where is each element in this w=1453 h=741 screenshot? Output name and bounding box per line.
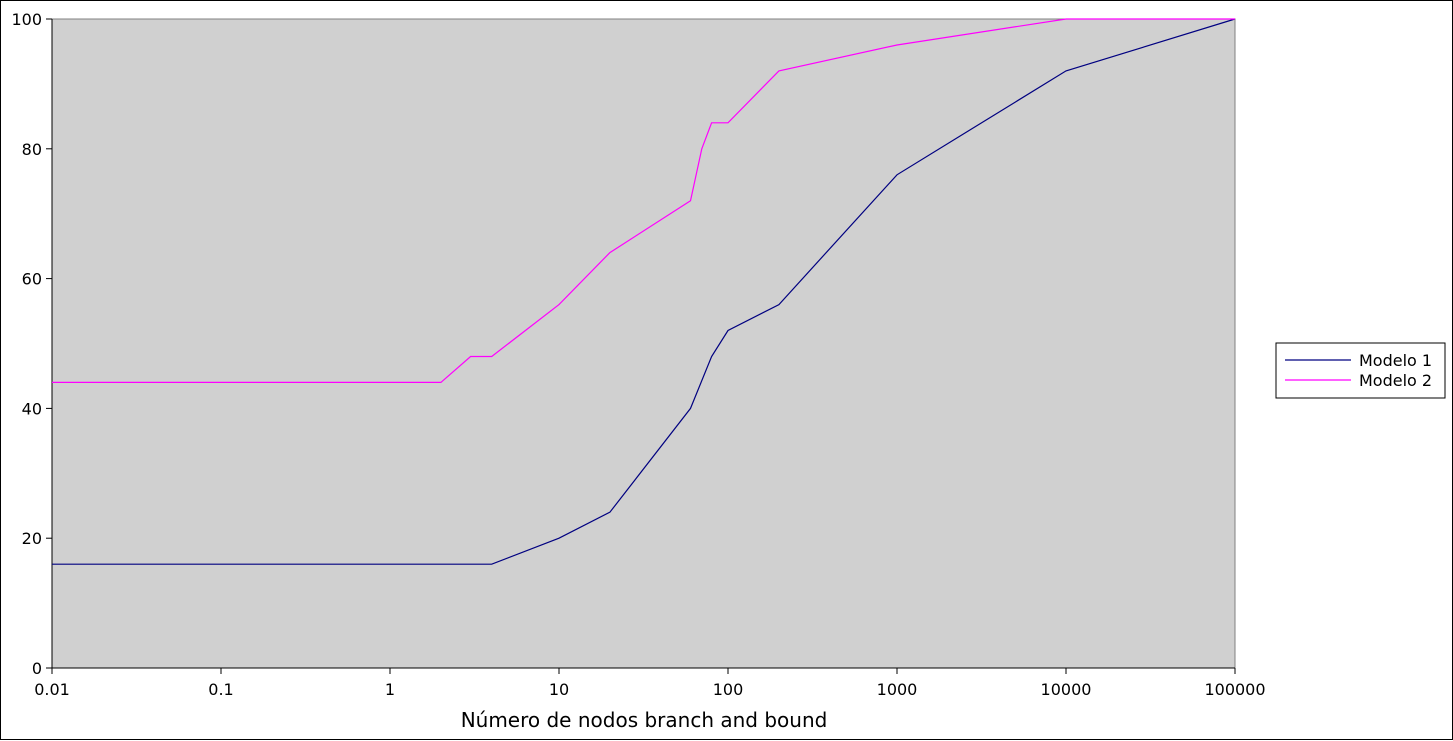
x-axis-label: Número de nodos branch and bound — [461, 708, 828, 732]
x-tick-label: 0.01 — [34, 680, 70, 699]
y-tick-label: 40 — [22, 399, 42, 418]
y-tick-label: 80 — [22, 140, 42, 159]
x-axis: 0.01 0.1 1 10 100 1000 10000 100000 — [34, 667, 1266, 699]
legend-entry: Modelo 1 — [1359, 351, 1432, 370]
y-tick-label: 0 — [32, 659, 42, 678]
y-tick-label: 20 — [22, 529, 42, 548]
plot-area — [51, 18, 1236, 669]
x-tick-label: 100 — [713, 680, 744, 699]
y-tick-label: 100 — [11, 10, 42, 29]
x-tick-label: 1000 — [877, 680, 918, 699]
x-tick-label: 100000 — [1204, 680, 1265, 699]
y-tick-label: 60 — [22, 270, 42, 289]
x-tick-label: 1 — [385, 680, 395, 699]
series-line-modelo-2 — [52, 18, 1235, 383]
y-axis: 0 20 40 60 80 100 — [11, 10, 53, 678]
legend-box — [1275, 342, 1446, 399]
x-tick-label: 0.1 — [208, 680, 233, 699]
series-line-modelo-1 — [52, 18, 1236, 565]
x-tick-label: 10 — [549, 680, 569, 699]
x-tick-label: 10000 — [1041, 680, 1092, 699]
series-layer — [52, 18, 1236, 565]
legend-entry: Modelo 2 — [1359, 371, 1432, 390]
